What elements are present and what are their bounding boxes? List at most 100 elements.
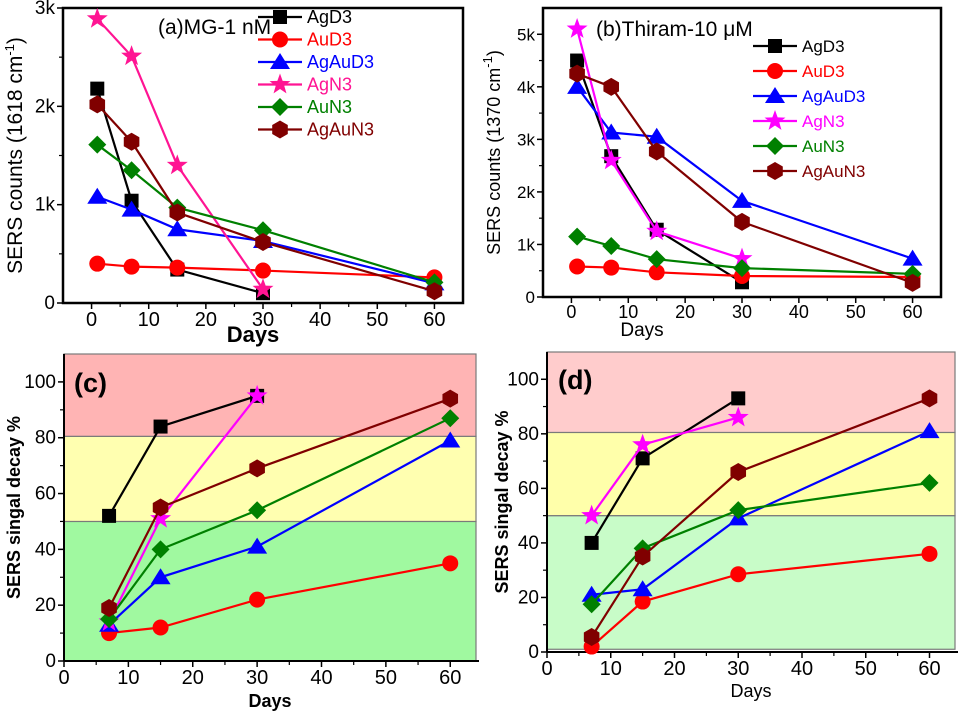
y-tick-label: 5k xyxy=(517,25,535,44)
legend-marker xyxy=(271,98,289,116)
y-tick-label: 1k xyxy=(517,235,535,254)
data-point xyxy=(568,227,587,246)
legend-label: AuD3 xyxy=(802,62,845,81)
panel-b: 0 10 20 30 40 50 60 0 1k 2k 3k 4k 5k Days SERS counts … xyxy=(480,6,943,341)
y-tick-label: 80 xyxy=(35,428,56,449)
data-point xyxy=(123,132,140,151)
legend-marker xyxy=(768,39,782,53)
series-line xyxy=(590,481,930,606)
legend-item: AgAuN3 xyxy=(258,120,374,140)
legend-label: AuN3 xyxy=(307,97,352,117)
legend-marker xyxy=(766,137,784,155)
series-AgAuN3 xyxy=(583,389,938,646)
x-tick-label: 50 xyxy=(375,667,397,689)
background-band xyxy=(546,431,956,517)
data-point xyxy=(581,504,603,525)
x-tick-label: 50 xyxy=(846,302,866,322)
panel-title: (d) xyxy=(558,365,592,395)
data-point xyxy=(89,255,106,272)
legend-item: AuN3 xyxy=(258,97,352,117)
data-point xyxy=(121,200,142,217)
series-AgN3 xyxy=(86,7,274,299)
legend-marker xyxy=(269,73,291,94)
series-AgAuN3 xyxy=(569,64,921,292)
legend-marker xyxy=(272,120,288,139)
series-AuD3 xyxy=(583,545,938,655)
data-point xyxy=(731,391,746,406)
data-point xyxy=(123,258,140,275)
legend-label: AgN3 xyxy=(307,75,352,95)
data-point xyxy=(167,220,188,237)
data-point xyxy=(152,498,169,517)
data-point xyxy=(583,628,600,646)
data-point xyxy=(902,249,923,266)
y-tick-label: 0 xyxy=(44,293,55,314)
data-point xyxy=(152,619,169,636)
x-tick-label: 60 xyxy=(439,667,461,689)
legend-marker xyxy=(767,162,783,180)
y-axis-label-main: SERS counts (1618 cm xyxy=(4,56,27,274)
x-tick-label: 0 xyxy=(566,302,576,322)
y-tick-label: 1k xyxy=(35,195,56,216)
legend-marker xyxy=(765,87,785,103)
x-tick-label: 10 xyxy=(117,667,139,689)
data-point xyxy=(634,593,651,610)
series-line xyxy=(108,417,451,620)
data-point xyxy=(442,555,459,572)
data-point xyxy=(584,535,599,550)
data-point xyxy=(101,598,117,617)
x-tick-label: 30 xyxy=(727,658,749,680)
series-line xyxy=(591,430,930,596)
y-tick-label: 60 xyxy=(35,484,56,505)
x-tick-label: 50 xyxy=(855,658,877,680)
y-axis-label: SERS counts (1618 cm-1) xyxy=(2,37,27,274)
data-point xyxy=(569,64,585,83)
legend-item: AgD3 xyxy=(753,37,845,56)
data-point xyxy=(254,221,272,240)
x-tick-label: 30 xyxy=(252,309,274,331)
data-point xyxy=(442,389,459,408)
x-axis-label: Days xyxy=(730,681,771,701)
y-axis-label: SERS counts (1370 cm-1) xyxy=(480,50,504,255)
data-point xyxy=(730,566,747,583)
y-tick-label: 3k xyxy=(35,0,56,19)
y-axis-label-close: ) xyxy=(484,50,504,56)
series-line xyxy=(590,552,930,648)
data-point xyxy=(153,419,168,434)
x-tick-label: 50 xyxy=(366,309,388,331)
data-point xyxy=(730,463,747,481)
data-point xyxy=(632,433,654,454)
panel-title: (c) xyxy=(74,368,107,398)
panel-c: 0 10 20 30 40 50 60 0 20 40 60 80 100 Days SERS singal… xyxy=(4,353,479,711)
x-tick-label: 60 xyxy=(903,302,923,322)
background-band xyxy=(546,351,956,434)
data-point xyxy=(727,406,749,427)
data-point xyxy=(440,431,461,448)
data-point xyxy=(567,77,588,94)
legend-marker xyxy=(764,110,786,130)
legend-marker xyxy=(273,10,287,24)
legend-label: AgAuN3 xyxy=(307,120,374,140)
data-point xyxy=(249,459,265,478)
data-point xyxy=(100,610,119,629)
data-point xyxy=(426,282,443,301)
series-AuN3 xyxy=(568,227,922,283)
data-point xyxy=(88,135,107,154)
series-AgAuN3 xyxy=(101,389,459,617)
background-band xyxy=(546,515,956,650)
data-point xyxy=(635,451,650,466)
data-point xyxy=(166,154,188,175)
legend-item: AgAuD3 xyxy=(753,87,865,106)
data-point xyxy=(441,409,460,428)
panel-title: (b)Thiram-10 μM xyxy=(596,18,753,41)
data-point xyxy=(648,264,665,281)
x-tick-label: 10 xyxy=(138,309,160,331)
data-point xyxy=(632,580,653,597)
data-point xyxy=(121,45,143,66)
data-point xyxy=(566,18,588,38)
legend-label: AgAuD3 xyxy=(307,52,374,72)
y-tick-label: 0 xyxy=(528,642,539,663)
series-AuD3 xyxy=(89,255,443,286)
background-band xyxy=(63,353,477,437)
x-tick-label: 30 xyxy=(732,302,752,322)
